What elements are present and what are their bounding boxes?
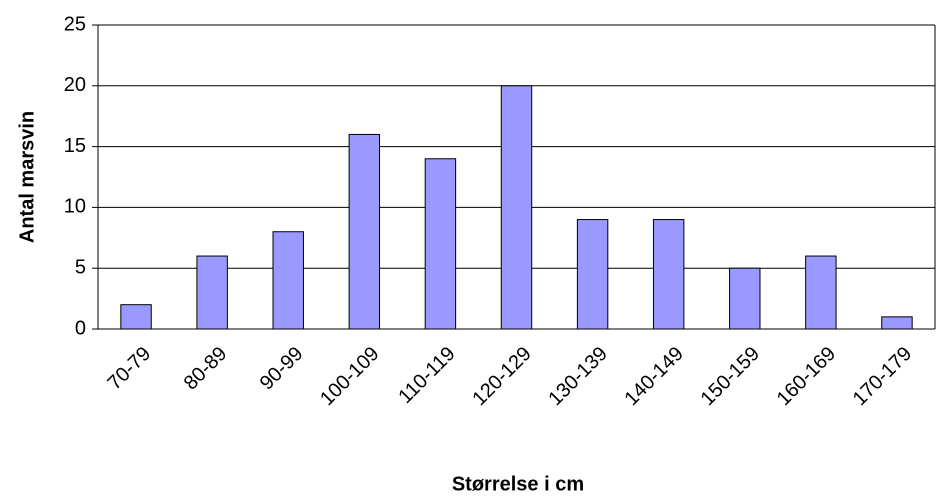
y-tick-label: 20 <box>64 74 86 96</box>
x-tick-label: 120-129 <box>468 343 535 410</box>
bar <box>272 231 304 330</box>
x-tick-label: 160-169 <box>773 343 840 410</box>
x-tick-label: 90-99 <box>256 343 308 395</box>
bar <box>424 158 457 330</box>
x-tick-label: 80-89 <box>180 343 232 395</box>
x-tick-label: 170-179 <box>849 343 916 410</box>
bar <box>805 255 837 330</box>
x-tick-label: 110-119 <box>394 343 459 408</box>
y-tick-label: 5 <box>75 256 86 278</box>
bar <box>576 219 609 330</box>
x-tick-label: 130-139 <box>544 343 611 410</box>
bar <box>196 255 228 330</box>
y-tick-label: 25 <box>64 13 86 35</box>
x-axis-title: Størrelse i cm <box>452 473 584 495</box>
y-tick-label: 10 <box>64 196 86 218</box>
y-tick-label: 15 <box>64 135 86 157</box>
bar <box>652 219 685 330</box>
x-tick-label: 150-159 <box>697 343 764 410</box>
bar <box>348 133 381 330</box>
y-axis-title: Antal marsvin <box>16 111 38 243</box>
x-tick-label: 100-109 <box>316 343 383 410</box>
bar <box>729 267 761 330</box>
bar <box>500 85 533 330</box>
x-tick-label: 70-79 <box>104 343 156 395</box>
x-tick-label: 140-149 <box>620 343 687 410</box>
bar <box>881 316 913 330</box>
bar <box>120 304 152 330</box>
y-tick-label: 0 <box>75 317 86 339</box>
